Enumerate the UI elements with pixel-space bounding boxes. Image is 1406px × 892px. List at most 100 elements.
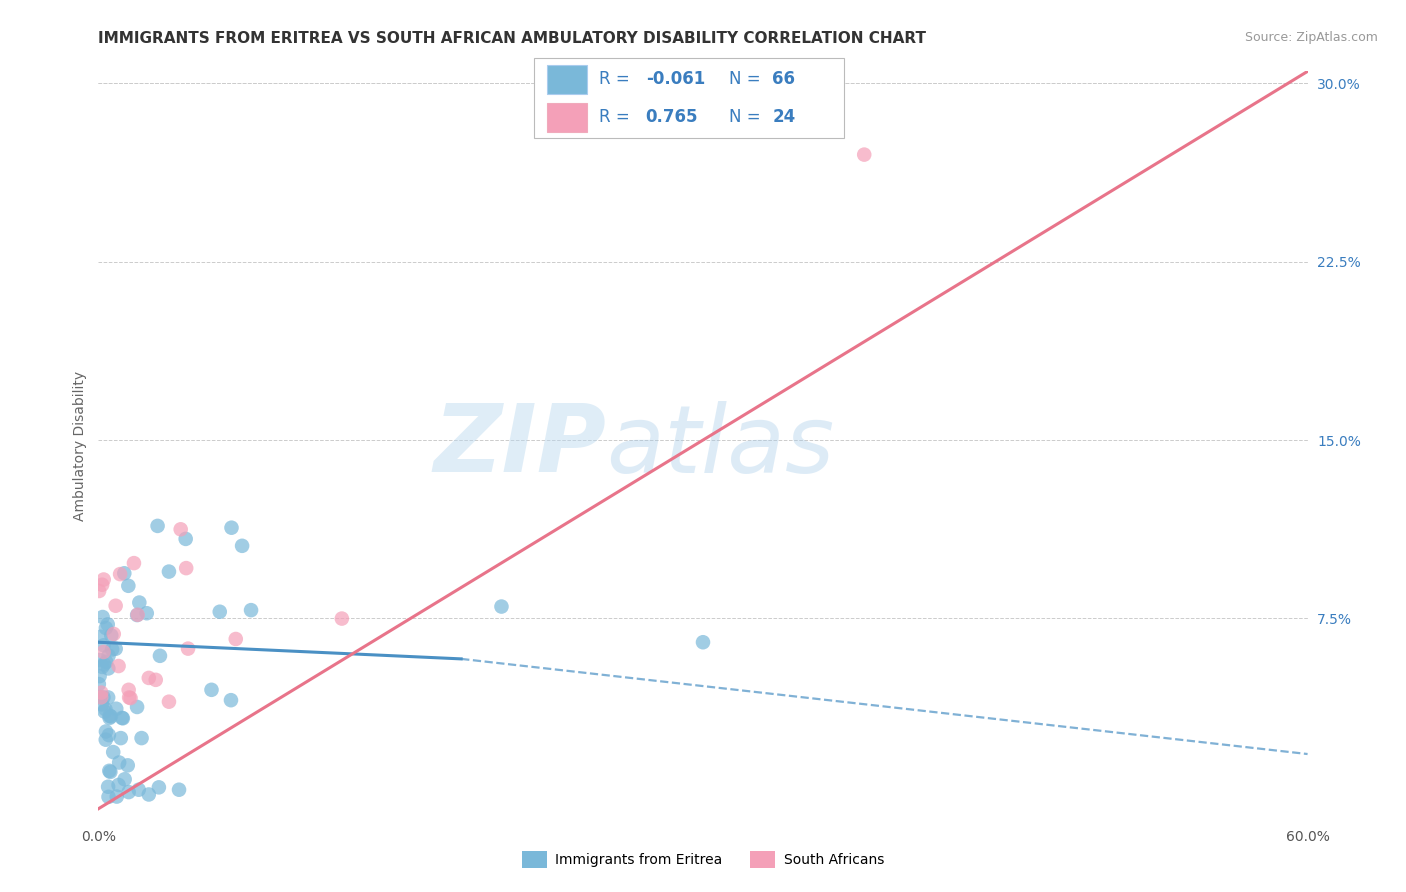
- Point: [91, 578, 114, 592]
- Point: [127, 607, 149, 622]
- Point: [93, 638, 115, 652]
- Point: [93, 645, 115, 659]
- Point: [98, 764, 121, 778]
- Point: [94, 724, 117, 739]
- Text: 0.765: 0.765: [645, 108, 699, 126]
- Point: [104, 641, 127, 656]
- Text: R =: R =: [599, 70, 636, 88]
- Point: [97, 780, 120, 794]
- Point: [225, 632, 247, 646]
- Point: [146, 519, 169, 533]
- Point: [128, 596, 150, 610]
- Point: [94, 702, 117, 716]
- Point: [94, 732, 117, 747]
- Point: [97, 617, 120, 632]
- Point: [131, 731, 153, 745]
- Point: [221, 521, 243, 535]
- Text: N =: N =: [730, 108, 766, 126]
- Point: [91, 610, 114, 624]
- Point: [110, 731, 132, 745]
- Point: [120, 691, 142, 706]
- Text: 24: 24: [772, 108, 796, 126]
- Point: [208, 605, 231, 619]
- Point: [87, 677, 110, 691]
- Point: [108, 756, 131, 770]
- Point: [98, 764, 121, 779]
- Point: [98, 711, 121, 725]
- Point: [97, 661, 120, 675]
- Point: [138, 788, 160, 802]
- Point: [105, 702, 128, 716]
- Point: [157, 565, 180, 579]
- Point: [149, 648, 172, 663]
- Point: [97, 648, 120, 663]
- Point: [94, 655, 117, 669]
- Point: [107, 659, 129, 673]
- Point: [97, 690, 120, 705]
- Point: [98, 708, 121, 723]
- Point: [89, 669, 111, 683]
- Point: [122, 556, 145, 570]
- Point: [103, 627, 125, 641]
- Text: atlas: atlas: [606, 401, 835, 491]
- Point: [177, 641, 200, 656]
- Point: [97, 789, 120, 804]
- Text: R =: R =: [599, 108, 641, 126]
- Point: [200, 682, 222, 697]
- Text: -0.061: -0.061: [645, 70, 704, 88]
- Point: [91, 698, 114, 712]
- Point: [100, 628, 122, 642]
- Point: [114, 772, 136, 787]
- Point: [118, 785, 141, 799]
- Text: Source: ZipAtlas.com: Source: ZipAtlas.com: [1244, 31, 1378, 45]
- Point: [90, 630, 112, 644]
- Point: [117, 579, 139, 593]
- Text: ZIP: ZIP: [433, 400, 606, 492]
- Point: [94, 621, 117, 635]
- Point: [853, 147, 876, 161]
- Y-axis label: Ambulatory Disability: Ambulatory Disability: [73, 371, 87, 521]
- Point: [87, 584, 110, 599]
- Point: [93, 657, 115, 672]
- Point: [128, 782, 150, 797]
- Point: [90, 690, 112, 705]
- Point: [108, 567, 131, 582]
- Point: [174, 561, 197, 575]
- Point: [100, 709, 122, 723]
- Point: [101, 642, 124, 657]
- Point: [135, 606, 157, 620]
- Point: [93, 690, 115, 705]
- Point: [127, 700, 149, 714]
- Point: [93, 705, 115, 719]
- FancyBboxPatch shape: [547, 103, 586, 132]
- Point: [111, 711, 134, 725]
- Point: [117, 758, 139, 772]
- Point: [138, 671, 160, 685]
- Point: [111, 711, 134, 725]
- Point: [89, 690, 111, 704]
- Point: [112, 566, 135, 581]
- Point: [145, 673, 167, 687]
- Legend: Immigrants from Eritrea, South Africans: Immigrants from Eritrea, South Africans: [516, 846, 890, 873]
- Point: [219, 693, 242, 707]
- Text: N =: N =: [730, 70, 766, 88]
- Point: [127, 608, 149, 623]
- Point: [240, 603, 263, 617]
- Point: [90, 685, 112, 699]
- FancyBboxPatch shape: [547, 65, 586, 95]
- Point: [167, 782, 190, 797]
- Point: [157, 695, 180, 709]
- Point: [170, 522, 193, 536]
- Text: 66: 66: [772, 70, 796, 88]
- Point: [231, 539, 253, 553]
- Point: [103, 745, 125, 759]
- Point: [174, 532, 197, 546]
- Point: [330, 611, 353, 625]
- Point: [105, 789, 128, 804]
- Point: [148, 780, 170, 795]
- Point: [97, 728, 120, 742]
- Point: [491, 599, 513, 614]
- Point: [118, 682, 141, 697]
- Point: [107, 778, 129, 792]
- Point: [89, 653, 111, 667]
